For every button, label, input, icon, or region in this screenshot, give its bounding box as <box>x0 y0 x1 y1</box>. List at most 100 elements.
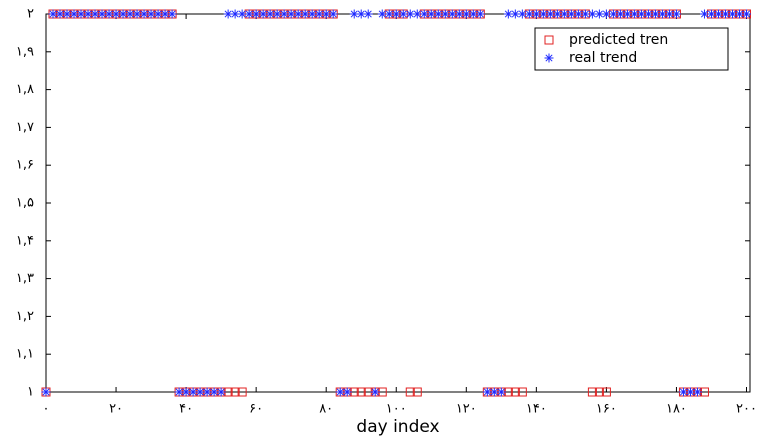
point <box>335 387 345 397</box>
point <box>566 9 576 19</box>
point <box>97 9 107 19</box>
point <box>636 9 646 19</box>
point <box>412 9 422 19</box>
point <box>580 9 590 19</box>
point <box>272 9 282 19</box>
point <box>594 387 604 397</box>
point <box>55 9 65 19</box>
point <box>426 9 436 19</box>
point <box>524 9 534 19</box>
point <box>153 9 163 19</box>
point <box>90 9 100 19</box>
point <box>727 9 737 19</box>
point <box>104 9 114 19</box>
x-tick-label: ۱۴۰ <box>526 402 547 417</box>
point <box>328 9 338 19</box>
point <box>531 9 541 19</box>
point <box>678 387 688 397</box>
point <box>314 9 324 19</box>
point <box>608 9 618 19</box>
point <box>720 9 730 19</box>
point <box>699 9 709 19</box>
point <box>601 9 611 19</box>
point <box>76 9 86 19</box>
point <box>447 9 457 19</box>
point <box>629 9 639 19</box>
point <box>209 387 219 397</box>
y-tick-label: ۱,۵ <box>16 196 34 211</box>
point <box>363 9 373 19</box>
point <box>41 387 51 397</box>
point <box>517 387 527 397</box>
y-tick-label: ۱,۶ <box>16 158 34 173</box>
point <box>356 9 366 19</box>
point <box>440 9 450 19</box>
point <box>174 387 184 397</box>
point <box>510 387 520 397</box>
y-tick-label: ۱,۳ <box>16 271 34 286</box>
point <box>664 9 674 19</box>
x-tick-label: ۱۸۰ <box>666 402 687 417</box>
point <box>356 387 366 397</box>
x-tick-label: ۲۰۰ <box>736 402 757 417</box>
point <box>293 9 303 19</box>
y-tick-label: ۱,۹ <box>16 44 34 59</box>
point <box>503 9 513 19</box>
y-tick-label: ۱,۲ <box>16 309 34 324</box>
point <box>62 9 72 19</box>
point <box>237 9 247 19</box>
x-tick-label: ۶۰ <box>249 402 263 417</box>
point <box>587 9 597 19</box>
point <box>489 387 499 397</box>
point <box>216 387 226 397</box>
point <box>496 387 506 397</box>
point <box>146 9 156 19</box>
y-tick-label: ۱,۸ <box>16 82 34 97</box>
legend-box <box>534 27 729 71</box>
point <box>111 9 121 19</box>
point <box>251 9 261 19</box>
point <box>384 9 394 19</box>
point <box>587 387 597 397</box>
point <box>552 9 562 19</box>
point <box>188 387 198 397</box>
x-tick-label: ۴۰ <box>179 402 193 417</box>
point <box>671 9 681 19</box>
point <box>398 9 408 19</box>
point <box>601 387 611 397</box>
point <box>370 387 380 397</box>
legend-label: predicted tren <box>569 32 668 48</box>
point <box>195 387 205 397</box>
point <box>286 9 296 19</box>
point <box>615 9 625 19</box>
point <box>230 387 240 397</box>
point <box>83 9 93 19</box>
point <box>713 9 723 19</box>
point <box>377 9 387 19</box>
point <box>405 9 415 19</box>
point <box>405 387 415 397</box>
point <box>69 9 79 19</box>
x-tick-label: ۱۲۰ <box>456 402 477 417</box>
point <box>125 9 135 19</box>
plot-frame <box>45 13 751 393</box>
point <box>230 9 240 19</box>
point <box>349 9 359 19</box>
point <box>139 9 149 19</box>
point <box>412 387 422 397</box>
y-tick-label: ۱ <box>27 385 34 400</box>
point <box>468 9 478 19</box>
point <box>118 9 128 19</box>
point <box>692 387 702 397</box>
point <box>391 9 401 19</box>
point <box>741 9 751 19</box>
point <box>132 9 142 19</box>
point <box>482 387 492 397</box>
y-tick-label: ۱,۷ <box>16 120 34 135</box>
point <box>202 387 212 397</box>
legend-marker <box>544 35 554 45</box>
point <box>573 9 583 19</box>
point <box>685 387 695 397</box>
point <box>279 9 289 19</box>
point <box>167 9 177 19</box>
